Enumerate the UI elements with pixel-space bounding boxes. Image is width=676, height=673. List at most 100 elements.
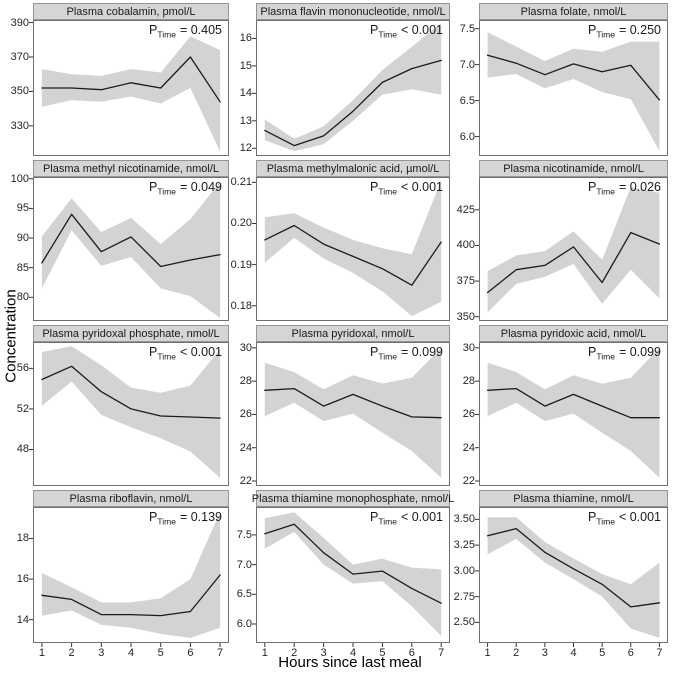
facet-panel-riboflavin: Plasma riboflavin, nmol/L PTime = 0.139 1… xyxy=(17,490,229,659)
facet-title: Plasma cobalamin, pmol/L xyxy=(66,5,196,18)
plot-area: PTime = 0.026 350 375 400 425 xyxy=(457,177,668,323)
x-tick-label: 3 xyxy=(98,647,105,659)
y-tick-label: 350 xyxy=(10,85,29,98)
y-tick-label: 14 xyxy=(16,613,29,626)
panel-chart xyxy=(252,177,450,321)
panel-chart xyxy=(29,507,229,647)
y-tick-label: 14 xyxy=(239,87,252,100)
y-tick-label: 6.0 xyxy=(459,130,475,143)
plot-area: PTime < 0.001 2.50 2.75 3.00 3.25 3.50 1 2 3 4 5 6 7 xyxy=(454,507,668,659)
p-subscript: Time xyxy=(157,186,176,197)
x-tick-label: 2 xyxy=(291,647,298,659)
panel-chart xyxy=(252,20,450,156)
facet-panel-thiamine: Plasma thiamine, nmol/L PTime < 0.001 2.5… xyxy=(454,490,668,659)
p-prefix: P xyxy=(588,23,597,37)
facet-title: Plasma riboflavin, nmol/L xyxy=(69,492,193,505)
p-subscript: Time xyxy=(157,516,176,527)
p-value-label: PTime = 0.250 xyxy=(588,23,661,40)
y-tick-label: 30 xyxy=(239,341,252,354)
y-tick-label: 100 xyxy=(10,172,29,185)
panel-chart xyxy=(475,177,668,321)
panel-chart xyxy=(29,342,229,486)
plot-area: PTime = 0.405 330 350 370 390 xyxy=(11,17,229,156)
p-value-label: PTime < 0.001 xyxy=(149,345,222,362)
y-tick-label: 7.5 xyxy=(459,22,475,35)
p-subscript: Time xyxy=(596,29,615,40)
facet-strip: Plasma cobalamin, pmol/L xyxy=(33,3,229,20)
p-value: < 0.001 xyxy=(618,510,661,524)
y-tick-label: 350 xyxy=(456,310,475,323)
y-tick-label: 15 xyxy=(239,59,252,72)
p-subscript: Time xyxy=(157,29,176,40)
y-tick-label: 3.50 xyxy=(453,513,475,526)
p-value: < 0.001 xyxy=(179,345,222,359)
y-tick-label: 95 xyxy=(16,202,29,215)
y-tick-label: 375 xyxy=(456,275,475,288)
facet-title: Plasma thiamine monophosphate, nmol/L xyxy=(251,492,455,505)
x-tick-label: 1 xyxy=(484,647,491,659)
p-prefix: P xyxy=(588,345,597,359)
y-tick-label: 30 xyxy=(462,341,475,354)
plot-area: PTime = 0.250 6.0 6.5 7.0 7.5 xyxy=(460,20,668,156)
facet-strip: Plasma riboflavin, nmol/L xyxy=(33,490,229,507)
y-tick-label: 0.18 xyxy=(230,299,252,312)
x-tick-label: 6 xyxy=(408,647,415,659)
y-tick-label: 24 xyxy=(239,441,252,454)
facet-strip: Plasma methylmalonic acid, µmol/L xyxy=(256,160,450,177)
x-tick-label: 4 xyxy=(570,647,577,659)
p-value: < 0.001 xyxy=(400,510,443,524)
plot-area: PTime = 0.099 22 24 26 28 30 xyxy=(240,342,450,487)
p-subscript: Time xyxy=(596,516,615,527)
panel-chart xyxy=(252,342,450,486)
p-value-label: PTime < 0.001 xyxy=(370,510,443,527)
x-tick-label: 2 xyxy=(68,647,75,659)
facet-strip: Plasma pyridoxic acid, nmol/L xyxy=(479,325,668,342)
facet-panel-methylmalonic-acid: Plasma methylmalonic acid, µmol/L PTime <… xyxy=(231,160,450,321)
p-value: < 0.001 xyxy=(400,180,443,194)
plot-area: PTime = 0.139 14 16 18 1 2 3 4 5 6 7 xyxy=(17,507,229,659)
facet-title: Plasma folate, nmol/L xyxy=(520,5,627,18)
y-tick-label: 16 xyxy=(239,32,252,45)
y-tick-label: 330 xyxy=(10,119,29,132)
facet-title: Plasma nicotinamide, nmol/L xyxy=(503,162,644,175)
p-value-label: PTime < 0.001 xyxy=(588,510,661,527)
panel-chart xyxy=(475,20,668,156)
y-tick-label: 3.25 xyxy=(453,539,475,552)
plot-area: PTime < 0.001 12 13 14 15 16 xyxy=(240,20,450,156)
facet-panel-folate: Plasma folate, nmol/L PTime = 0.250 6.0 6.… xyxy=(460,3,668,156)
facet-title: Plasma pyridoxal, nmol/L xyxy=(291,327,415,340)
y-tick-label: 6.5 xyxy=(236,588,252,601)
panel-chart xyxy=(252,507,450,647)
facet-panel-pyridoxal-phosphate: Plasma pyridoxal phosphate, nmol/L PTime… xyxy=(17,325,229,486)
y-tick-label: 6.5 xyxy=(459,94,475,107)
x-tick-label: 5 xyxy=(157,647,164,659)
y-tick-label: 390 xyxy=(10,16,29,29)
x-tick-label: 7 xyxy=(438,647,445,659)
p-subscript: Time xyxy=(378,186,397,197)
p-prefix: P xyxy=(588,510,597,524)
x-tick-label: 3 xyxy=(320,647,327,659)
facet-strip: Plasma thiamine, nmol/L xyxy=(479,490,668,507)
p-subscript: Time xyxy=(157,351,176,362)
panel-chart xyxy=(475,507,668,647)
x-tick-label: 3 xyxy=(541,647,548,659)
facet-title: Plasma methyl nicotinamide, nmol/L xyxy=(42,162,220,175)
facet-panel-pyridoxic-acid: Plasma pyridoxic acid, nmol/L PTime = 0.0… xyxy=(463,325,668,487)
facet-panel-cobalamin: Plasma cobalamin, pmol/L PTime = 0.405 33… xyxy=(11,3,229,156)
p-value: = 0.026 xyxy=(618,180,661,194)
facet-strip: Plasma thiamine monophosphate, nmol/L xyxy=(252,490,454,507)
p-subscript: Time xyxy=(378,29,397,40)
facet-panel-thiamine-monophosphate: Plasma thiamine monophosphate, nmol/L PT… xyxy=(237,490,454,659)
y-tick-label: 2.75 xyxy=(453,590,475,603)
y-tick-label: 400 xyxy=(456,239,475,252)
y-tick-label: 7.0 xyxy=(236,558,252,571)
p-value-label: PTime < 0.001 xyxy=(370,180,443,197)
x-tick-label: 2 xyxy=(513,647,520,659)
y-tick-label: 90 xyxy=(16,232,29,245)
x-tick-label: 7 xyxy=(217,647,224,659)
p-prefix: P xyxy=(149,23,158,37)
x-axis-title: Hours since last meal xyxy=(278,654,422,671)
p-prefix: P xyxy=(149,345,158,359)
p-value: = 0.099 xyxy=(400,345,443,359)
